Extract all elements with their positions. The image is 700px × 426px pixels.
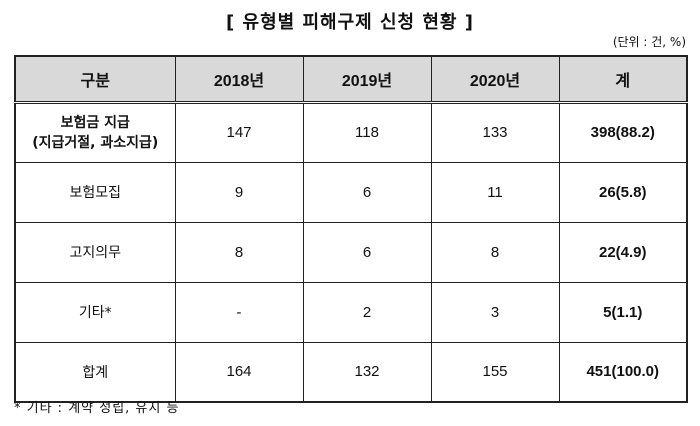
cell-2020: 11 bbox=[430, 161, 560, 223]
cell-2020: 155 bbox=[430, 341, 560, 403]
header-total: 계 bbox=[558, 55, 688, 104]
row-category: 기타* bbox=[14, 281, 176, 343]
table-row: 기타* - 2 3 5(1.1) bbox=[14, 281, 688, 343]
footnote: * 기타 : 계약 성립, 유지 등 bbox=[14, 401, 180, 416]
row-category: 보험모집 bbox=[14, 161, 176, 223]
header-2018: 2018년 bbox=[174, 55, 304, 104]
cell-2020: 133 bbox=[430, 101, 560, 163]
cell-2019: 6 bbox=[302, 161, 432, 223]
row-category: 합계 bbox=[14, 341, 176, 403]
unit-label: (단위 : 건, %) bbox=[612, 35, 686, 49]
page-title: [ 유형별 피해구제 신청 현황 ] bbox=[226, 12, 474, 33]
cell-total: 5(1.1) bbox=[558, 281, 688, 343]
header-category: 구분 bbox=[14, 55, 176, 104]
cell-total: 451(100.0) bbox=[558, 341, 688, 403]
cell-2018: 164 bbox=[174, 341, 304, 403]
row-category: 보험금 지급 (지급거절, 과소지급) bbox=[14, 101, 176, 163]
complaint-table: 구분 2018년 2019년 2020년 계 보험금 지급 (지급거절, 과소지… bbox=[14, 55, 688, 403]
cell-2020: 3 bbox=[430, 281, 560, 343]
cell-2018: 147 bbox=[174, 101, 304, 163]
row-category-line1: 보험금 지급 bbox=[60, 114, 130, 131]
table-header-row: 구분 2018년 2019년 2020년 계 bbox=[14, 55, 688, 104]
table-row-sum: 합계 164 132 155 451(100.0) bbox=[14, 341, 688, 403]
cell-2018: 9 bbox=[174, 161, 304, 223]
cell-2020: 8 bbox=[430, 221, 560, 283]
row-category-line2: (지급거절, 과소지급) bbox=[32, 134, 159, 151]
table-row: 고지의무 8 6 8 22(4.9) bbox=[14, 221, 688, 283]
cell-total: 22(4.9) bbox=[558, 221, 688, 283]
cell-2018: 8 bbox=[174, 221, 304, 283]
cell-total: 26(5.8) bbox=[558, 161, 688, 223]
row-category: 고지의무 bbox=[14, 221, 176, 283]
cell-2019: 118 bbox=[302, 101, 432, 163]
cell-2019: 6 bbox=[302, 221, 432, 283]
cell-total: 398(88.2) bbox=[558, 101, 688, 163]
table-row: 보험금 지급 (지급거절, 과소지급) 147 118 133 398(88.2… bbox=[14, 101, 688, 163]
header-2020: 2020년 bbox=[430, 55, 560, 104]
cell-2018: - bbox=[174, 281, 304, 343]
cell-2019: 2 bbox=[302, 281, 432, 343]
header-2019: 2019년 bbox=[302, 55, 432, 104]
table-row: 보험모집 9 6 11 26(5.8) bbox=[14, 161, 688, 223]
cell-2019: 132 bbox=[302, 341, 432, 403]
